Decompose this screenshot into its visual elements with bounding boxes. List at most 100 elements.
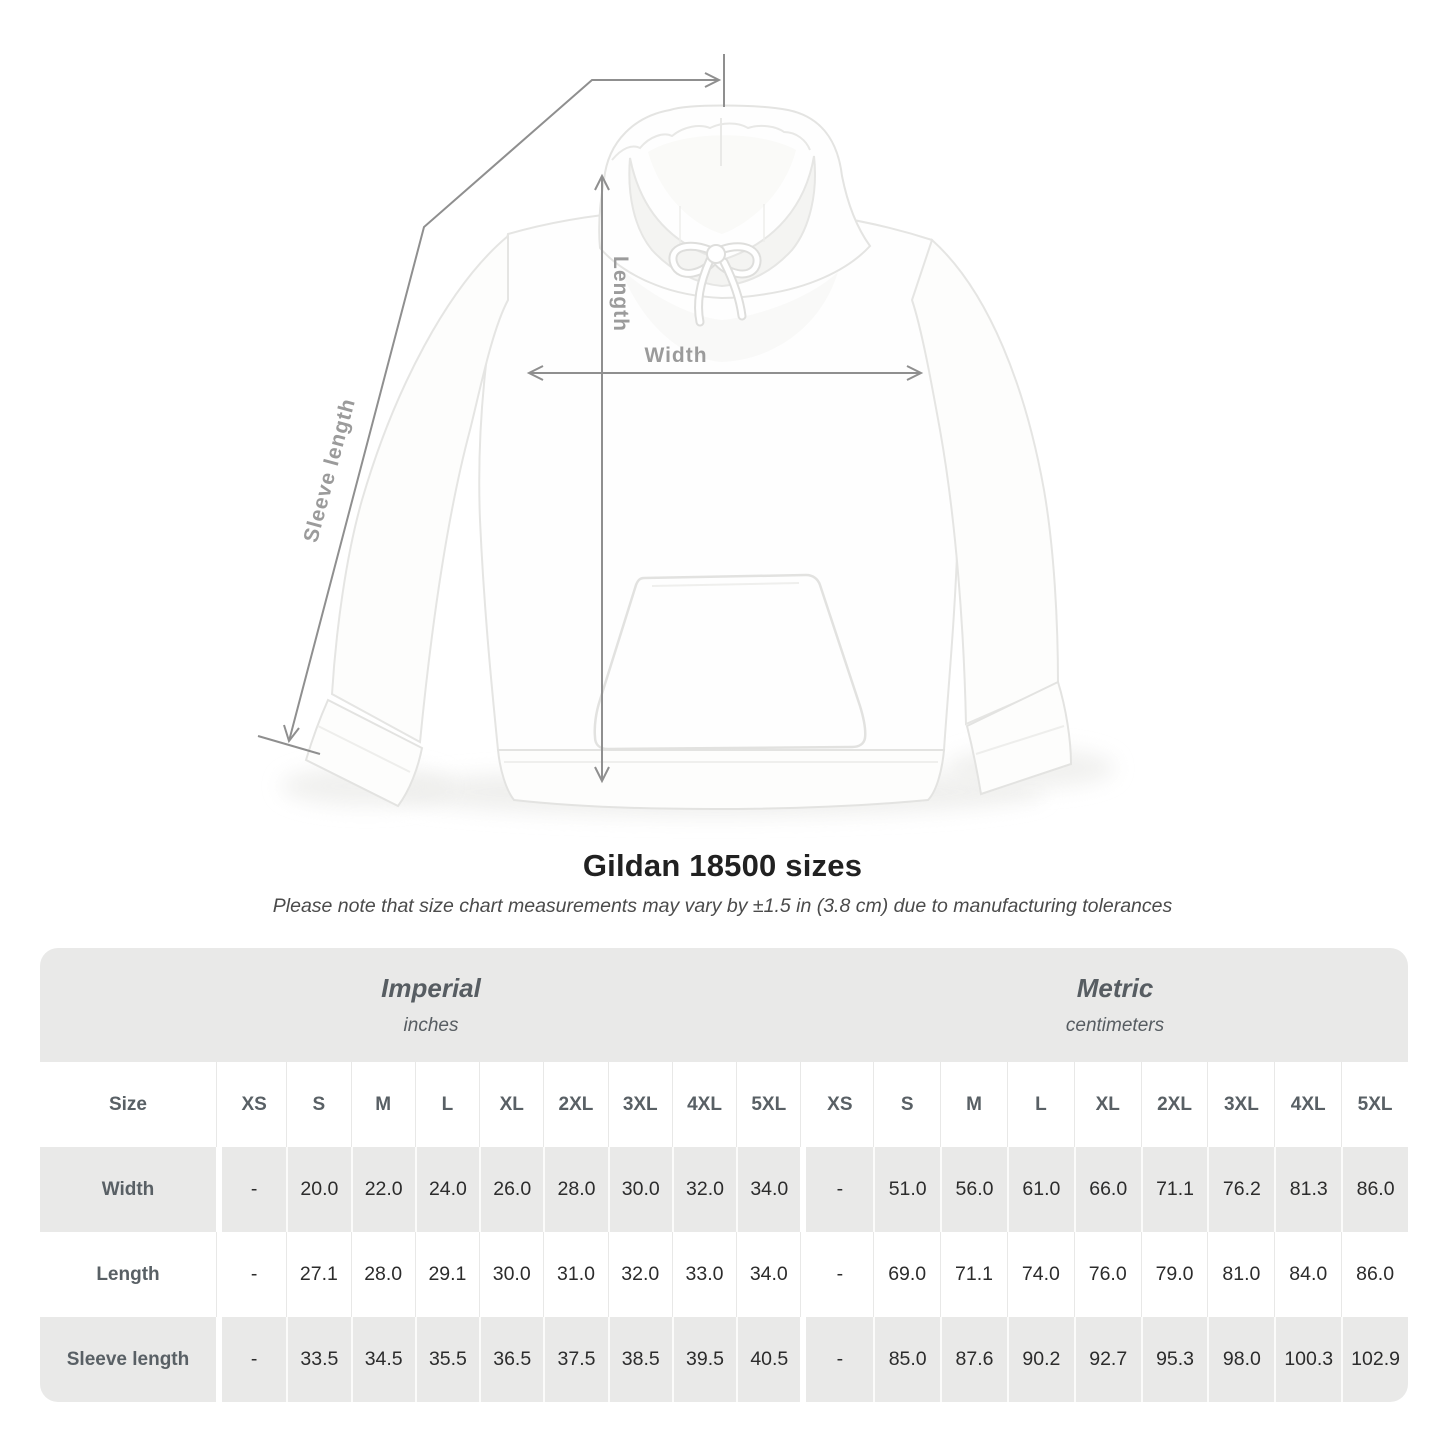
value-cell-imperial: 22.0 bbox=[350, 1147, 415, 1232]
column-gap bbox=[800, 1317, 807, 1402]
column-gap bbox=[800, 1062, 807, 1147]
row-label: Length bbox=[40, 1232, 216, 1317]
value-cell-metric: 86.0 bbox=[1341, 1232, 1408, 1317]
value-cell-imperial: 29.1 bbox=[414, 1232, 480, 1317]
size-header-imperial: 2XL bbox=[543, 1062, 608, 1147]
value-cell-metric: 86.0 bbox=[1341, 1147, 1408, 1232]
tolerance-note: Please note that size chart measurements… bbox=[272, 895, 1173, 917]
right-cuff-rib bbox=[975, 725, 1065, 755]
size-header-metric: 2XL bbox=[1140, 1062, 1208, 1147]
sleeve-length-label: Sleeve length bbox=[299, 396, 360, 545]
value-cell-metric: 81.0 bbox=[1207, 1232, 1275, 1317]
size-grid: Size XS S M L XL 2XL 3XL 4XL 5XL XS S M L XL 2XL 3XL 4XL 5… bbox=[40, 1062, 1408, 1402]
column-gap bbox=[216, 1317, 222, 1402]
size-header-metric: 3XL bbox=[1207, 1062, 1275, 1147]
value-cell-imperial: 26.0 bbox=[479, 1147, 544, 1232]
value-cell-imperial: 32.0 bbox=[671, 1147, 737, 1232]
value-cell-metric: 56.0 bbox=[940, 1147, 1007, 1232]
value-cell-imperial: 34.0 bbox=[736, 1147, 801, 1232]
column-gap bbox=[216, 1062, 222, 1147]
value-cell-metric: 100.3 bbox=[1274, 1317, 1342, 1402]
column-gap bbox=[216, 1147, 222, 1232]
drawstring bbox=[668, 241, 762, 327]
row-label: Sleeve length bbox=[40, 1317, 216, 1402]
value-cell-imperial: 20.0 bbox=[286, 1147, 351, 1232]
left-sleeve bbox=[330, 233, 509, 744]
value-cell-imperial: 35.5 bbox=[414, 1317, 480, 1402]
length-arrow bbox=[594, 173, 610, 784]
hood-inner-seams bbox=[679, 204, 765, 246]
value-cell-imperial: 33.0 bbox=[671, 1232, 737, 1317]
value-cell-imperial: 34.5 bbox=[350, 1317, 415, 1402]
value-cell-metric: 98.0 bbox=[1207, 1317, 1275, 1402]
value-cell-metric: 71.1 bbox=[940, 1232, 1007, 1317]
value-cell-metric: - bbox=[806, 1147, 874, 1232]
width-arrow bbox=[526, 365, 924, 381]
metric-header: Metric centimeters bbox=[822, 948, 1408, 1062]
metric-unit: centimeters bbox=[1065, 1015, 1165, 1036]
size-header-metric: S bbox=[873, 1062, 941, 1147]
size-header-imperial: 4XL bbox=[671, 1062, 737, 1147]
unit-header-band: Imperial inches Metric centimeters bbox=[40, 948, 1408, 1062]
value-cell-metric: 76.0 bbox=[1073, 1232, 1141, 1317]
imperial-header: Imperial inches bbox=[40, 948, 822, 1062]
column-gap bbox=[800, 1232, 807, 1317]
left-cuff-rib bbox=[317, 725, 411, 773]
value-cell-imperial: 40.5 bbox=[736, 1317, 801, 1402]
value-cell-imperial: 30.0 bbox=[607, 1147, 672, 1232]
imperial-title: Imperial bbox=[381, 973, 481, 1003]
row-label: Width bbox=[40, 1147, 216, 1232]
size-header-metric: 5XL bbox=[1341, 1062, 1408, 1147]
hoodie-illustration bbox=[281, 104, 1115, 816]
value-cell-metric: 90.2 bbox=[1006, 1317, 1074, 1402]
size-table: Imperial inches Metric centimeters Size X… bbox=[40, 948, 1408, 1402]
size-column-header: Size bbox=[40, 1062, 216, 1147]
value-cell-imperial: 24.0 bbox=[414, 1147, 480, 1232]
value-cell-imperial: - bbox=[222, 1232, 287, 1317]
size-header-imperial: S bbox=[286, 1062, 351, 1147]
hem-band bbox=[496, 749, 946, 810]
hoodie-measurement-diagram: Length Width Sleeve length bbox=[257, 54, 1115, 816]
value-cell-imperial: 38.5 bbox=[607, 1317, 672, 1402]
value-cell-metric: 92.7 bbox=[1073, 1317, 1141, 1402]
value-cell-imperial: 31.0 bbox=[543, 1232, 608, 1317]
imperial-unit: inches bbox=[403, 1015, 459, 1036]
value-cell-imperial: 39.5 bbox=[671, 1317, 737, 1402]
size-header-metric: L bbox=[1006, 1062, 1074, 1147]
measurement-annotations bbox=[257, 54, 924, 784]
value-cell-metric: 61.0 bbox=[1006, 1147, 1074, 1232]
pocket-stitch bbox=[651, 582, 800, 587]
value-cell-imperial: - bbox=[222, 1317, 287, 1402]
page-title: Gildan 18500 sizes bbox=[582, 848, 863, 883]
size-header-imperial: XL bbox=[479, 1062, 544, 1147]
right-cuff bbox=[965, 680, 1073, 796]
size-header-metric: XL bbox=[1073, 1062, 1141, 1147]
size-header-imperial: L bbox=[414, 1062, 480, 1147]
value-cell-metric: 87.6 bbox=[940, 1317, 1007, 1402]
value-cell-metric: 66.0 bbox=[1073, 1147, 1141, 1232]
sleeve-length-arrow bbox=[257, 54, 725, 755]
value-cell-metric: - bbox=[806, 1317, 874, 1402]
hood-back-panel bbox=[648, 135, 796, 234]
size-header-imperial: XS bbox=[222, 1062, 287, 1147]
value-cell-imperial: 34.0 bbox=[736, 1232, 801, 1317]
size-header-imperial: M bbox=[350, 1062, 415, 1147]
column-gap bbox=[800, 1147, 807, 1232]
chest-shading bbox=[620, 268, 838, 362]
value-cell-imperial: 37.5 bbox=[543, 1317, 608, 1402]
value-cell-metric: 95.3 bbox=[1140, 1317, 1208, 1402]
width-label: Width bbox=[644, 344, 707, 367]
value-cell-metric: 71.1 bbox=[1140, 1147, 1208, 1232]
size-header-imperial: 3XL bbox=[607, 1062, 672, 1147]
value-cell-metric: 79.0 bbox=[1140, 1232, 1208, 1317]
value-cell-metric: 85.0 bbox=[873, 1317, 941, 1402]
left-cuff bbox=[304, 698, 424, 808]
value-cell-metric: 76.2 bbox=[1207, 1147, 1275, 1232]
hood-gathered-edge bbox=[611, 122, 811, 161]
length-label: Length bbox=[609, 256, 632, 332]
value-cell-metric: - bbox=[806, 1232, 874, 1317]
size-header-metric: M bbox=[940, 1062, 1007, 1147]
value-cell-metric: 74.0 bbox=[1006, 1232, 1074, 1317]
value-cell-imperial: 28.0 bbox=[543, 1147, 608, 1232]
